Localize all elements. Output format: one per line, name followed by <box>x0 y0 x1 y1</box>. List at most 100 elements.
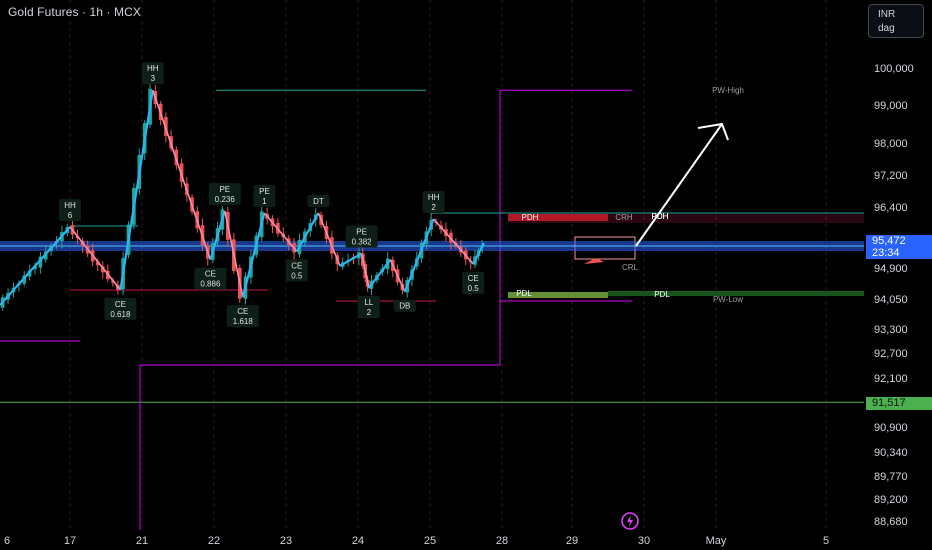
time-axis-background <box>0 530 932 550</box>
pivot-label: CE <box>205 270 216 279</box>
signal-arrow <box>584 258 604 264</box>
level-label: CRL <box>622 263 639 272</box>
zigzag-segment <box>317 212 341 267</box>
pivot-label-box <box>226 305 259 328</box>
level-label: PDH <box>652 212 669 221</box>
level-label: PDH <box>522 213 539 222</box>
unit-label: dag <box>878 23 895 34</box>
y-tick-label: 96,400 <box>874 202 908 214</box>
pivot-label-value: 0.618 <box>110 310 131 319</box>
currency-label: INR <box>878 9 896 20</box>
y-tick-label: 94,900 <box>874 263 908 275</box>
y-tick-label: 89,200 <box>874 494 908 506</box>
pivot-label: PE <box>259 187 270 196</box>
pivot-label: PE <box>219 185 230 194</box>
candle-body <box>38 256 43 268</box>
pivot-label-box <box>104 297 137 320</box>
pivot-label: CE <box>468 274 479 283</box>
projection-arrow <box>635 123 723 247</box>
zigzag-segment <box>367 259 392 289</box>
pivot-label-box <box>208 183 241 205</box>
y-tick-label: 93,300 <box>874 324 908 336</box>
pivot-label-box <box>393 299 416 312</box>
pdl-zone <box>508 292 608 298</box>
pivot-label: CE <box>115 300 126 309</box>
zigzag-segment <box>209 210 226 261</box>
zigzag-segment <box>360 253 370 289</box>
y-tick-label: 90,340 <box>874 447 908 459</box>
pivot-label-box <box>253 185 276 207</box>
y-tick-label: 92,100 <box>874 373 908 385</box>
candle-body <box>100 266 105 273</box>
pivot-label-box <box>462 271 485 294</box>
pivot-label: LL <box>364 298 373 307</box>
y-tick-label: 89,770 <box>874 471 908 483</box>
zigzag-segment <box>403 218 435 293</box>
x-tick-label: 28 <box>496 535 508 547</box>
x-tick-label: 22 <box>208 535 220 547</box>
pivot-label: HH <box>64 201 76 210</box>
pivot-label-box <box>141 62 164 85</box>
y-tick-label: 94,050 <box>874 294 908 306</box>
projection-arrow-head <box>697 122 729 141</box>
zigzag-segment <box>339 252 363 267</box>
zigzag-segment <box>0 226 71 306</box>
chart-title: Gold Futures · 1h · MCX <box>8 5 142 19</box>
zigzag-segment <box>263 212 298 252</box>
pivot-label-value: 0.886 <box>200 280 221 289</box>
pivot-label: HH <box>428 193 440 202</box>
x-tick-label: May <box>706 535 727 547</box>
pivot-label-box <box>345 225 378 248</box>
level-label: PW-Low <box>713 295 743 304</box>
y-tick-label: 100,000 <box>874 63 914 75</box>
pivot-label-value: 0.236 <box>215 195 236 204</box>
pivot-label-box <box>357 296 380 319</box>
pivot-label-value: 0.5 <box>468 284 480 293</box>
level-price-tag: 91,517 <box>866 397 932 410</box>
y-tick-label: 98,000 <box>874 138 908 150</box>
zigzag-segment <box>152 89 212 260</box>
pivot-label: PE <box>356 228 367 237</box>
pivot-label: CE <box>237 307 248 316</box>
x-tick-label: 23 <box>280 535 292 547</box>
x-tick-label: 21 <box>136 535 148 547</box>
y-tick-label: 92,700 <box>874 348 908 360</box>
y-tick-label: 88,680 <box>874 516 908 528</box>
zigzag-segment <box>389 259 406 293</box>
x-tick-label: 24 <box>352 535 364 547</box>
level-label: PW-High <box>712 86 744 95</box>
x-tick-label: 6 <box>4 535 10 547</box>
lightning-icon[interactable] <box>620 511 640 531</box>
level-label: PDL <box>654 290 670 299</box>
price-axis-background <box>864 0 932 550</box>
pdh-band <box>508 214 864 223</box>
weekly-range-line <box>139 89 632 530</box>
pivot-label-box <box>422 191 445 213</box>
zigzag-segment <box>119 90 154 291</box>
pivot-label-box <box>194 267 227 290</box>
candle-body <box>95 261 100 266</box>
pdh-zone <box>508 214 608 221</box>
zigzag-segment <box>241 212 266 298</box>
bar-countdown: 23:34 <box>872 247 900 259</box>
zigzag-segment <box>69 226 122 291</box>
pivot-label: DB <box>399 302 410 311</box>
pivot-label-value: 3 <box>151 74 156 83</box>
zigzag-segment <box>472 242 485 265</box>
level-label: PDH <box>652 212 669 221</box>
y-tick-label: 97,200 <box>874 170 908 182</box>
level-label: PDL <box>516 289 532 298</box>
last-price-value: 95,472 <box>872 235 906 247</box>
zigzag-segment <box>224 210 244 298</box>
pivot-label: DT <box>313 197 324 206</box>
pivot-label: HH <box>147 64 159 73</box>
x-tick-label: 29 <box>566 535 578 547</box>
pivot-label-value: 2 <box>367 308 372 317</box>
zigzag-segment <box>433 218 474 265</box>
pivot-label-value: 1.618 <box>233 317 254 326</box>
currency-unit-button[interactable]: INR dag <box>868 4 924 38</box>
x-tick-label: 17 <box>64 535 76 547</box>
pivot-label-value: 6 <box>68 211 73 220</box>
pivot-label-value: 0.382 <box>352 238 373 247</box>
